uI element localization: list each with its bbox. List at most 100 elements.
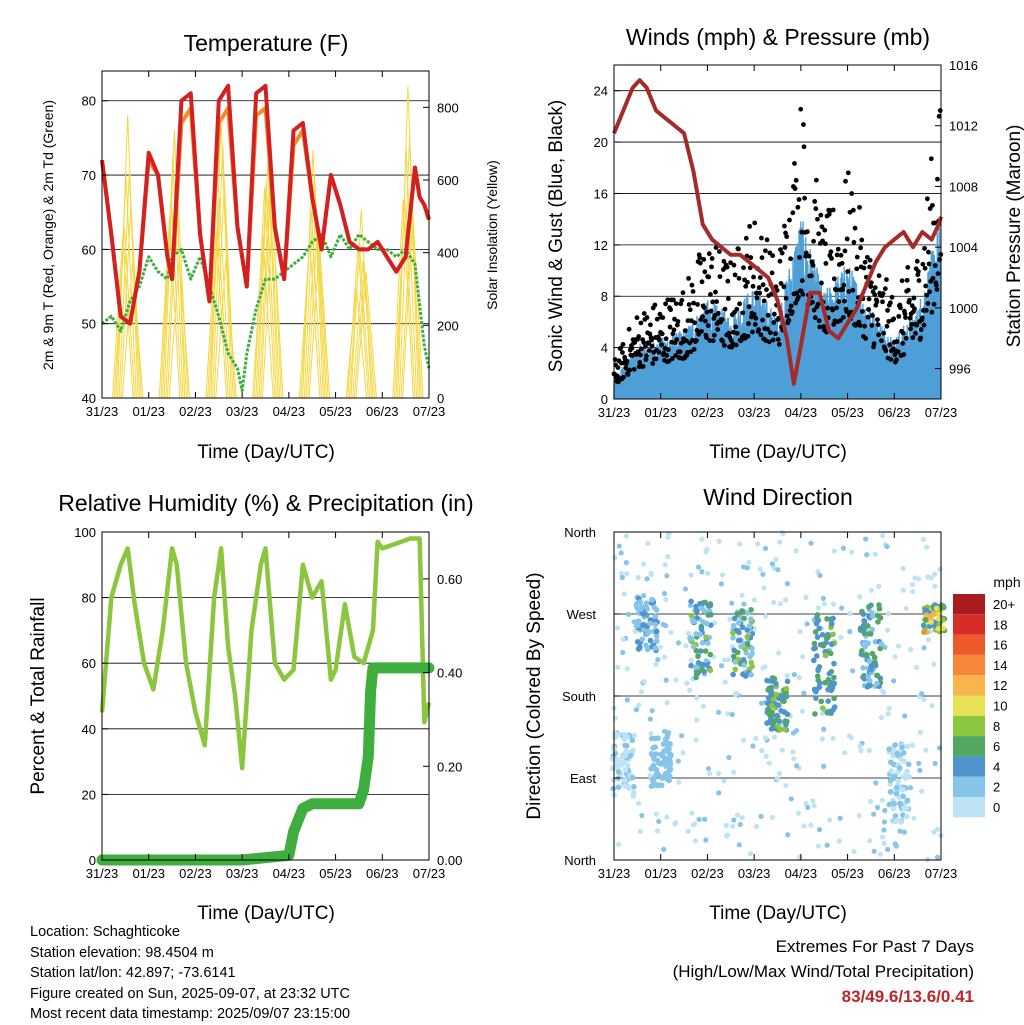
direction-point (831, 695, 837, 702)
insolation-spike (112, 235, 134, 399)
direction-point (882, 644, 888, 650)
direction-point (652, 645, 659, 651)
gust-point (757, 290, 763, 296)
gust-point (644, 315, 650, 320)
gust-point (644, 353, 649, 359)
direction-point (740, 737, 747, 743)
direction-point (640, 622, 646, 628)
direction-point (725, 711, 731, 717)
insolation-spike (305, 201, 327, 399)
direction-point (768, 726, 775, 732)
direction-point (783, 690, 789, 697)
direction-point (741, 601, 747, 607)
direction-point (730, 635, 736, 641)
y2-tick-label: 1000 (949, 301, 978, 316)
direction-point (830, 601, 837, 607)
direction-point (703, 634, 709, 640)
direction-point (616, 543, 622, 549)
direction-point (934, 854, 941, 860)
direction-ylabel: Direction (Colored By Speed) (524, 572, 545, 819)
direction-point (742, 673, 749, 679)
direction-point (739, 592, 745, 598)
y2-tick-label: 0.00 (437, 853, 462, 868)
direction-point (800, 654, 806, 660)
gust-point (857, 204, 862, 210)
direction-point (775, 650, 782, 656)
direction-point (867, 798, 874, 804)
gust-point (666, 358, 672, 364)
direction-point (900, 565, 906, 572)
gust-point (869, 323, 875, 328)
gust-point (829, 255, 834, 261)
gust-point (689, 282, 695, 288)
gust-point (875, 322, 881, 328)
direction-point (699, 569, 705, 575)
direction-point (888, 759, 894, 766)
gust-point (753, 290, 759, 296)
direction-point (811, 645, 817, 652)
direction-point (783, 782, 789, 789)
gust-point (816, 318, 822, 324)
direction-point (758, 813, 764, 819)
direction-point (898, 756, 904, 762)
direction-point (923, 747, 929, 753)
y-tick-label: 24 (594, 84, 608, 99)
direction-point (837, 815, 843, 821)
winds-axes: 31/23 01/23 02/23 03/23 04/23 05/23 06/23 07/23… (594, 58, 978, 420)
y2-tick-label: 600 (437, 173, 459, 188)
direction-point (624, 697, 630, 703)
gust-point (657, 337, 662, 343)
gust-point (872, 285, 878, 291)
humidity-title: Relative Humidity (%) & Precipitation (i… (58, 490, 473, 516)
direction-point (731, 817, 737, 823)
gust-point (668, 307, 674, 313)
direction-point (641, 611, 648, 617)
gust-point (636, 334, 642, 339)
winds-y2label: Station Pressure (Maroon) (1004, 125, 1024, 348)
gust-point (796, 294, 801, 300)
direction-point (873, 780, 879, 786)
direction-point (842, 750, 848, 756)
gust-point (828, 249, 834, 255)
direction-point (654, 828, 661, 834)
direction-point (931, 611, 937, 617)
gust-point (921, 322, 927, 328)
gust-point (753, 315, 759, 321)
direction-point (838, 634, 844, 640)
gust-point (937, 108, 943, 113)
direction-point (877, 645, 883, 652)
y-tick-label: West (567, 607, 597, 622)
direction-point (744, 610, 751, 616)
x-tick-label: 05/23 (319, 866, 352, 881)
direction-point (630, 793, 637, 799)
direction-point (827, 650, 834, 657)
gust-point (716, 249, 722, 254)
direction-point (779, 747, 785, 753)
direction-point (831, 704, 838, 710)
gust-point (881, 330, 887, 336)
gust-point (663, 336, 669, 342)
direction-point (644, 631, 651, 637)
direction-point (692, 664, 699, 671)
direction-point (729, 711, 735, 718)
direction-point (901, 829, 908, 835)
gust-point (724, 264, 730, 270)
direction-point (761, 585, 767, 591)
direction-point (905, 761, 912, 768)
direction-point (840, 545, 847, 551)
colorbar-label: 16 (993, 638, 1007, 653)
direction-point (861, 617, 867, 624)
gust-point (760, 317, 765, 323)
direction-point (776, 718, 783, 725)
direction-point (618, 571, 625, 577)
gust-point (641, 311, 647, 316)
direction-point (831, 660, 837, 667)
gust-point (750, 283, 756, 289)
direction-point (623, 533, 629, 539)
gust-point (834, 305, 839, 311)
direction-point (695, 564, 702, 570)
gust-point (710, 299, 716, 305)
gust-point (859, 309, 865, 314)
direction-point (885, 611, 892, 617)
direction-point (647, 637, 654, 644)
